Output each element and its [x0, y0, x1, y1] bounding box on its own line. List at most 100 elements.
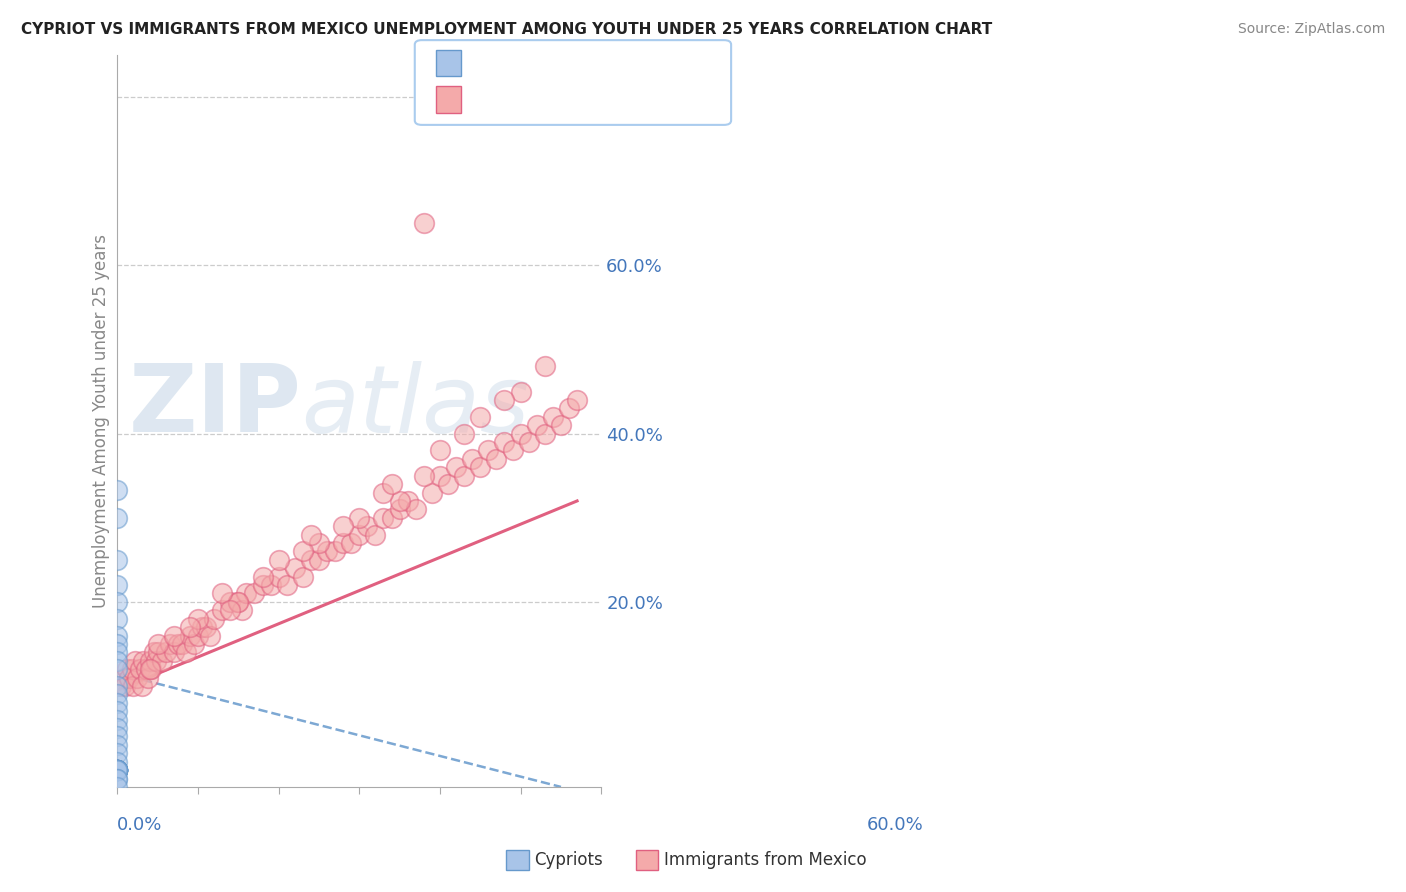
Point	[437, 477, 460, 491]
Point	[349, 510, 371, 524]
Point	[356, 519, 378, 533]
Text: -0.036: -0.036	[510, 54, 569, 72]
Point	[485, 451, 508, 466]
Point	[105, 763, 128, 777]
Point	[558, 401, 581, 416]
Point	[105, 738, 128, 752]
Point	[105, 763, 128, 777]
Point	[332, 519, 354, 533]
Point	[114, 679, 136, 693]
Point	[105, 772, 128, 786]
Point	[138, 654, 160, 668]
Point	[219, 595, 242, 609]
Point	[412, 468, 434, 483]
Point	[405, 502, 427, 516]
Text: Cypriots: Cypriots	[534, 851, 603, 869]
Point	[105, 763, 128, 777]
Point	[105, 662, 128, 676]
Point	[243, 586, 266, 600]
Point	[299, 527, 322, 541]
Point	[380, 510, 402, 524]
Point	[364, 527, 387, 541]
Point	[105, 763, 128, 777]
Point	[146, 645, 169, 659]
Point	[105, 704, 128, 718]
Point	[380, 477, 402, 491]
Point	[105, 713, 128, 727]
Point	[494, 392, 516, 407]
Point	[105, 763, 128, 777]
Point	[105, 763, 128, 777]
Point	[284, 561, 307, 575]
Point	[195, 620, 218, 634]
Point	[142, 645, 165, 659]
Point	[470, 409, 492, 424]
Point	[453, 426, 475, 441]
Text: ZIP: ZIP	[128, 360, 301, 452]
Point	[267, 569, 290, 583]
Point	[291, 569, 314, 583]
Point	[105, 483, 128, 497]
Point	[340, 536, 363, 550]
Point	[115, 662, 138, 676]
Point	[444, 460, 467, 475]
Point	[105, 780, 128, 794]
Text: atlas: atlas	[301, 361, 530, 452]
Point	[105, 628, 128, 642]
Point	[105, 763, 128, 777]
Point	[291, 544, 314, 558]
Point	[534, 359, 557, 374]
Point	[105, 578, 128, 592]
Point	[202, 612, 225, 626]
Point	[235, 586, 257, 600]
Point	[135, 662, 157, 676]
Point	[128, 662, 150, 676]
Point	[509, 426, 531, 441]
Text: 0.539: 0.539	[510, 90, 562, 108]
Point	[105, 763, 128, 777]
Point	[105, 755, 128, 769]
Point	[145, 654, 167, 668]
Point	[477, 443, 499, 458]
Point	[105, 763, 128, 777]
Point	[267, 553, 290, 567]
Text: R =: R =	[471, 90, 502, 108]
Point	[105, 595, 128, 609]
Point	[470, 460, 492, 475]
Point	[494, 435, 516, 450]
Point	[127, 671, 149, 685]
Point	[308, 536, 330, 550]
Text: 60.0%: 60.0%	[868, 816, 924, 834]
Point	[105, 772, 128, 786]
Point	[105, 510, 128, 524]
Point	[388, 494, 411, 508]
Point	[179, 628, 201, 642]
Text: Source: ZipAtlas.com: Source: ZipAtlas.com	[1237, 22, 1385, 37]
Point	[226, 595, 249, 609]
Point	[299, 553, 322, 567]
Point	[122, 679, 145, 693]
Text: 0.0%: 0.0%	[117, 816, 163, 834]
Point	[112, 671, 135, 685]
Point	[170, 637, 193, 651]
Text: 104: 104	[623, 90, 658, 108]
Point	[118, 671, 141, 685]
Point	[198, 628, 221, 642]
Point	[349, 527, 371, 541]
Point	[146, 637, 169, 651]
Point	[105, 637, 128, 651]
Point	[550, 418, 572, 433]
Point	[396, 494, 419, 508]
Point	[136, 671, 159, 685]
Point	[231, 603, 253, 617]
Point	[105, 763, 128, 777]
Point	[429, 443, 451, 458]
Point	[412, 216, 434, 230]
Point	[373, 510, 395, 524]
Point	[105, 763, 128, 777]
Point	[105, 679, 128, 693]
Point	[105, 763, 128, 777]
Point	[429, 468, 451, 483]
Point	[316, 544, 339, 558]
Point	[131, 679, 153, 693]
